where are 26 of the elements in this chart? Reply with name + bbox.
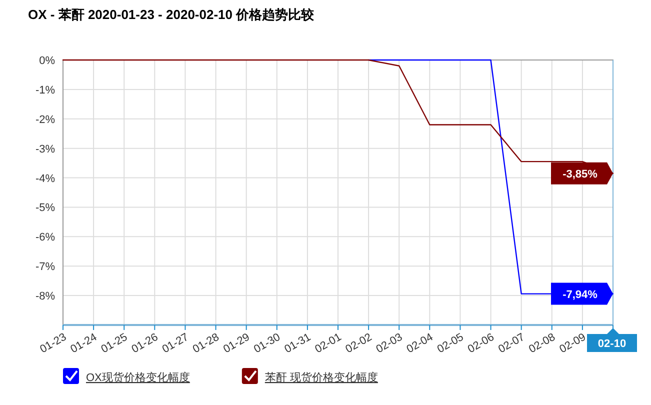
chart-title: OX - 苯酐 2020-01-23 - 2020-02-10 价格趋势比较 [28, 7, 316, 22]
y-tick-label: -1% [35, 84, 56, 96]
x-tick-label: 02-06 [466, 331, 496, 356]
legend-label: 苯酐 现货价格变化幅度 [264, 371, 378, 384]
data-label: -7,94% [562, 288, 598, 301]
y-tick-label: -6% [35, 232, 56, 244]
x-tick-label: 02-02 [344, 331, 374, 356]
y-tick-label: 0% [39, 55, 56, 67]
x-tick-label: 01-26 [130, 331, 160, 356]
x-tick-label: 02-03 [374, 331, 405, 356]
legend-label: OX现货价格变化幅度 [86, 371, 190, 384]
x-tick-label: 02-09 [558, 331, 588, 356]
x-tick-label: 01-31 [282, 331, 313, 356]
y-tick-label: -3% [35, 143, 56, 156]
x-tick-label: 02-10 [598, 338, 626, 350]
y-tick-label: -4% [35, 172, 56, 185]
x-tick-label: 02-01 [313, 331, 344, 356]
y-tick-label: -7% [35, 261, 56, 274]
y-tick-label: -2% [35, 114, 56, 126]
x-tick-label: 01-30 [252, 331, 282, 356]
x-tick-label: 02-08 [527, 331, 558, 356]
y-tick-label: -5% [35, 202, 56, 214]
x-tick-label: 01-29 [221, 331, 252, 356]
x-tick-label: 01-28 [190, 331, 222, 356]
y-tick-label: -8% [35, 290, 56, 303]
data-label: -3,85% [562, 168, 598, 180]
